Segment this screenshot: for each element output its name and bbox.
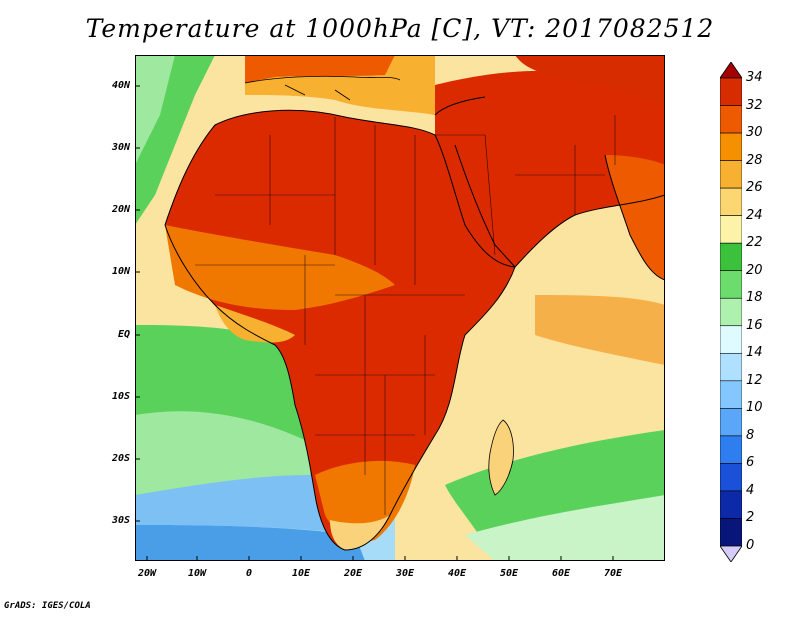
colorbar-label: 2 (746, 510, 755, 526)
lon-label-20w: 20W (137, 568, 157, 579)
colorbar (720, 62, 742, 562)
grads-credit: GrADS: IGES/COLA (4, 601, 91, 611)
madagascar (488, 419, 514, 496)
ocean-arabian-warm (535, 295, 665, 365)
lat-label-10n: 10N (111, 266, 130, 277)
africa-landmass (165, 110, 515, 550)
south-africa-cool-tip (330, 515, 390, 550)
ocean-west-light (135, 55, 175, 165)
colorbar-band (720, 242, 742, 272)
colorbar-label: 18 (746, 290, 763, 306)
colorbar-label: 20 (746, 262, 763, 278)
colorbar-band (720, 132, 742, 161)
lat-ticks (135, 85, 140, 522)
colorbar-label: 34 (746, 70, 763, 85)
colorbar-band (720, 435, 742, 464)
colorbar-band (720, 463, 742, 492)
country-borders (195, 115, 616, 515)
ocean-atlantic-light-green (135, 411, 315, 495)
map-title: Temperature at 1000hPa [C], VT: 20170825… (85, 14, 715, 43)
colorbar-label: 32 (746, 97, 763, 113)
colorbar-label: 8 (746, 427, 755, 443)
lon-label-40e: 40E (447, 568, 467, 579)
colorbar-label: 10 (746, 400, 763, 416)
colorbar-band (720, 77, 742, 106)
colorbar-top-arrow (720, 62, 742, 79)
ocean-south-cold-band (135, 525, 365, 561)
middle-east-coastline (434, 96, 665, 281)
colorbar-band (720, 187, 742, 216)
colorbar-label: 26 (746, 180, 763, 196)
lon-label-60e: 60E (551, 568, 571, 579)
europe-south (245, 55, 395, 83)
colorbar-band (720, 297, 742, 327)
lon-label-0: 0 (245, 568, 253, 579)
colorbar-band (720, 380, 742, 409)
colorbar-bottom-arrow (720, 545, 742, 562)
colorbar-label: 4 (746, 482, 755, 498)
colorbar-band (720, 270, 742, 299)
africa-coastline (164, 109, 516, 551)
north-east-hot (515, 55, 665, 105)
colorbar-band (720, 352, 742, 382)
mediterranean-coast (244, 75, 401, 101)
lat-label-20s: 20S (111, 453, 130, 464)
lon-label-10e: 10E (291, 568, 311, 579)
colorbar-label: 22 (746, 235, 763, 251)
colorbar-band (720, 408, 742, 437)
colorbar-band (720, 325, 742, 354)
colorbar-band (720, 518, 742, 547)
gulf-guinea-coast (215, 305, 295, 343)
ocean-indian-south-light (465, 495, 665, 561)
colorbar-band (720, 160, 742, 189)
lon-label-20e: 20E (343, 568, 363, 579)
south-africa-warm (315, 460, 415, 542)
lat-label-eq: EQ (117, 329, 130, 340)
lon-label-30e: 30E (395, 568, 415, 579)
lat-label-20n: 20N (111, 204, 130, 215)
lon-label-10w: 10W (187, 568, 207, 579)
colorbar-band (720, 105, 742, 134)
middle-east-landmass (435, 70, 665, 267)
colorbar-label: 24 (746, 207, 763, 223)
sahel-warm-band (165, 225, 395, 310)
lat-label-30s: 30S (111, 515, 130, 526)
colorbar-label: 6 (746, 455, 755, 471)
colorbar-label: 16 (746, 317, 763, 333)
lat-label-10s: 10S (111, 391, 130, 402)
colorbar-band (720, 215, 742, 244)
india-landmass (605, 155, 665, 280)
lon-label-50e: 50E (499, 568, 519, 579)
temperature-map (135, 55, 665, 561)
map-border (135, 55, 665, 561)
colorbar-band (720, 490, 742, 519)
colorbar-label: 12 (746, 372, 763, 388)
lon-label-70e: 70E (603, 568, 623, 579)
colorbar-label: 28 (746, 152, 763, 168)
lon-ticks (146, 556, 614, 561)
colorbar-label: 30 (746, 125, 763, 141)
lat-label-40n: 40N (111, 80, 130, 91)
lat-label-30n: 30N (111, 142, 130, 153)
colorbar-label: 14 (746, 345, 763, 361)
colorbar-label: 0 (746, 538, 755, 553)
